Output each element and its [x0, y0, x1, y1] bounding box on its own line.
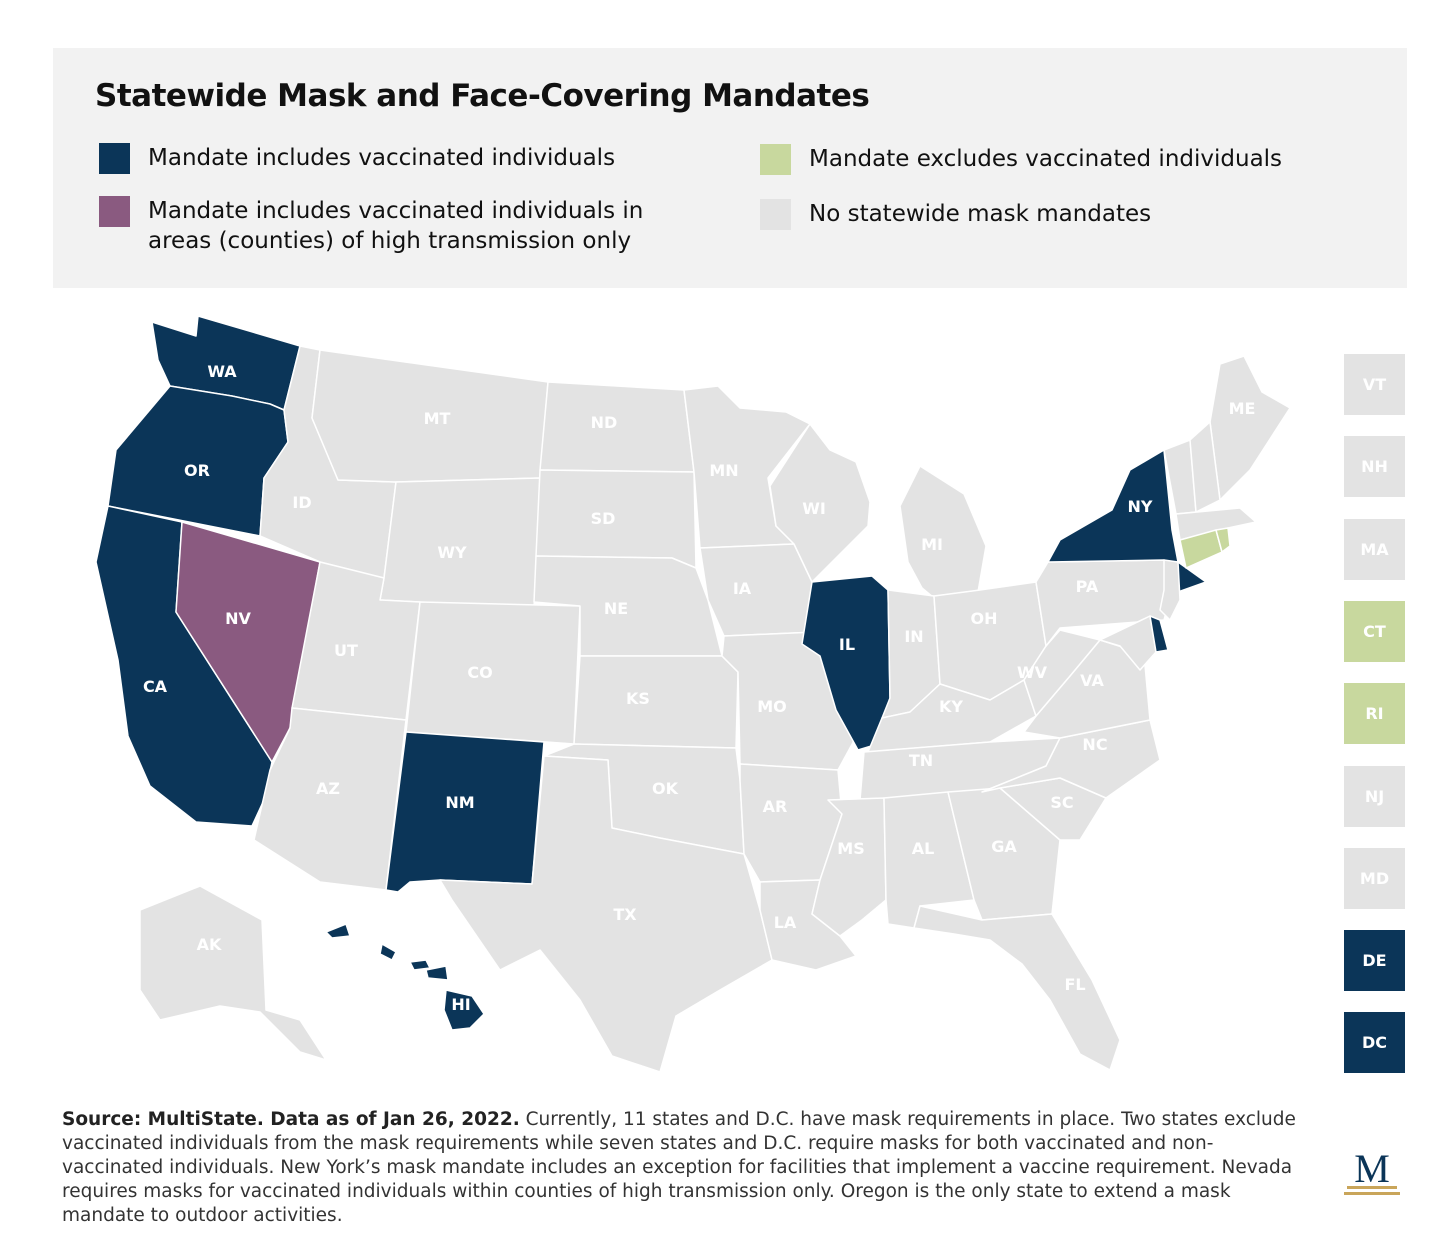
ne-box-nj: NJ — [1344, 765, 1405, 827]
state-label-nd: ND — [591, 413, 618, 432]
state-label-ok: OK — [652, 779, 679, 798]
state-hi — [325, 923, 485, 1031]
state-label-id: ID — [292, 493, 311, 512]
legend-label-includes: Mandate includes vaccinated individuals — [148, 145, 616, 171]
state-label-ar: AR — [763, 797, 788, 816]
state-label-oh: OH — [971, 609, 998, 628]
state-label-la: LA — [774, 913, 797, 932]
state-nj — [1159, 559, 1181, 621]
state-label-mo: MO — [757, 697, 787, 716]
state-ri — [1215, 527, 1231, 553]
state-label-mn: MN — [709, 461, 738, 480]
ne-box-de: DE — [1344, 930, 1405, 992]
logo-letter: M — [1354, 1148, 1390, 1191]
logo-bar-top — [1347, 1186, 1397, 1189]
state-tx — [439, 755, 773, 1073]
state-fl — [913, 905, 1121, 1071]
state-label-ne: NE — [604, 599, 628, 618]
state-mi — [899, 465, 987, 599]
logo-bar-bottom — [1344, 1192, 1400, 1195]
state-nv — [175, 521, 321, 763]
state-labels: WA OR CA NV ID MT WY UT AZ CO NM ND SD NE KS OK TX MN IA MO… — [143, 362, 1255, 1014]
state-label-ia: IA — [733, 579, 752, 598]
legend-item-excludes: Mandate excludes vaccinated individuals — [760, 144, 1282, 175]
state-label-ny: NY — [1128, 497, 1153, 516]
state-ks — [573, 655, 739, 749]
legend-label-high-transmission-line1: Mandate includes vaccinated individuals … — [148, 198, 644, 224]
state-label-sd: SD — [591, 509, 616, 528]
state-nc — [981, 719, 1161, 799]
state-md — [1099, 615, 1157, 671]
legend-item-high-transmission: Mandate includes vaccinated individuals … — [99, 196, 643, 256]
state-label-nm: NM — [445, 793, 474, 812]
ne-box-ct: CT — [1344, 600, 1405, 662]
legend-swatch-includes — [99, 143, 130, 174]
map-title: Statewide Mask and Face-Covering Mandate… — [95, 78, 870, 114]
footer-note: Source: MultiState. Data as of Jan 26, 2… — [62, 1108, 1312, 1228]
ne-box-ri: RI — [1344, 683, 1405, 745]
state-label-pa: PA — [1076, 577, 1099, 596]
state-label-nv: NV — [225, 609, 251, 628]
ne-box-nh: NH — [1344, 436, 1405, 498]
state-co — [405, 601, 581, 745]
state-label-me: ME — [1229, 399, 1256, 418]
state-sd — [535, 469, 697, 569]
state-label-ak: AK — [197, 935, 222, 954]
state-label-wi: WI — [802, 499, 826, 518]
state-nh — [1189, 421, 1221, 513]
legend-item-none: No statewide mask mandates — [760, 199, 1151, 230]
state-mn — [683, 385, 811, 549]
legend-swatch-excludes — [760, 144, 791, 175]
state-label-nc: NC — [1082, 735, 1107, 754]
legend-label-high-transmission: Mandate includes vaccinated individuals … — [148, 196, 643, 256]
state-label-al: AL — [912, 839, 935, 858]
legend-label-high-transmission-line2: areas (counties) of high transmission on… — [148, 228, 632, 254]
state-label-tn: TN — [909, 751, 933, 770]
state-label-wy: WY — [437, 543, 467, 562]
state-label-ut: UT — [334, 641, 358, 660]
legend-item-includes: Mandate includes vaccinated individuals — [99, 143, 615, 174]
state-label-ks: KS — [626, 689, 650, 708]
ne-box-dc: DC — [1344, 1012, 1405, 1074]
footer-text: Currently, 11 states and D.C. have mask … — [62, 1109, 1296, 1226]
state-label-wa: WA — [207, 362, 237, 381]
state-label-il: IL — [839, 635, 855, 654]
state-ak — [139, 885, 327, 1061]
header-panel: Statewide Mask and Face-Covering Mandate… — [53, 48, 1407, 288]
legend-swatch-high-transmission — [99, 196, 130, 227]
state-label-hi: HI — [451, 995, 470, 1014]
state-label-sc: SC — [1050, 793, 1073, 812]
ne-box-vt: VT — [1344, 354, 1405, 415]
state-ma — [1175, 507, 1257, 541]
state-label-tx: TX — [613, 905, 637, 924]
state-label-ms: MS — [837, 839, 864, 858]
state-label-in: IN — [904, 627, 923, 646]
legend-label-excludes: Mandate excludes vaccinated individuals — [809, 146, 1283, 172]
state-label-va: VA — [1080, 671, 1104, 690]
state-label-ga: GA — [991, 837, 1017, 856]
state-shapes — [95, 315, 1291, 1073]
state-me — [1209, 355, 1291, 501]
state-il — [801, 575, 891, 751]
state-label-mi: MI — [921, 535, 943, 554]
state-label-ky: KY — [939, 697, 963, 716]
us-map: WA OR CA NV ID MT WY UT AZ CO NM ND SD NE KS OK TX MN IA MO… — [95, 315, 1291, 1073]
state-label-or: OR — [184, 461, 210, 480]
footer-source: Source: MultiState. Data as of Jan 26, 2… — [62, 1109, 520, 1130]
state-wi — [769, 423, 871, 583]
state-label-wv: WV — [1017, 663, 1048, 682]
state-nm — [385, 731, 545, 893]
ne-box-md: MD — [1344, 847, 1405, 909]
legend-label-none: No statewide mask mandates — [809, 201, 1152, 227]
state-de — [1149, 615, 1169, 653]
state-label-fl: FL — [1064, 975, 1085, 994]
state-label-mt: MT — [424, 409, 451, 428]
ne-box-ma: MA — [1344, 518, 1405, 580]
multistate-logo: M — [1344, 1148, 1400, 1195]
legend-swatch-none — [760, 199, 791, 230]
state-az — [253, 707, 407, 891]
state-label-co: CO — [467, 663, 492, 682]
state-label-az: AZ — [316, 779, 340, 798]
state-label-ca: CA — [143, 677, 168, 696]
